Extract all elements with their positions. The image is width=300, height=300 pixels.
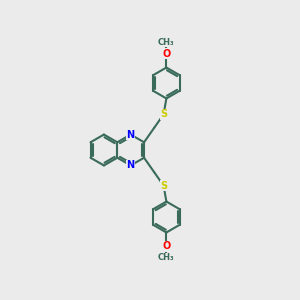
Text: CH₃: CH₃ <box>158 38 175 46</box>
Text: S: S <box>160 181 167 190</box>
Text: N: N <box>127 160 135 170</box>
Text: O: O <box>162 242 170 251</box>
Text: S: S <box>160 110 167 119</box>
Text: CH₃: CH₃ <box>158 254 175 262</box>
Text: O: O <box>162 49 170 58</box>
Text: N: N <box>127 130 135 140</box>
